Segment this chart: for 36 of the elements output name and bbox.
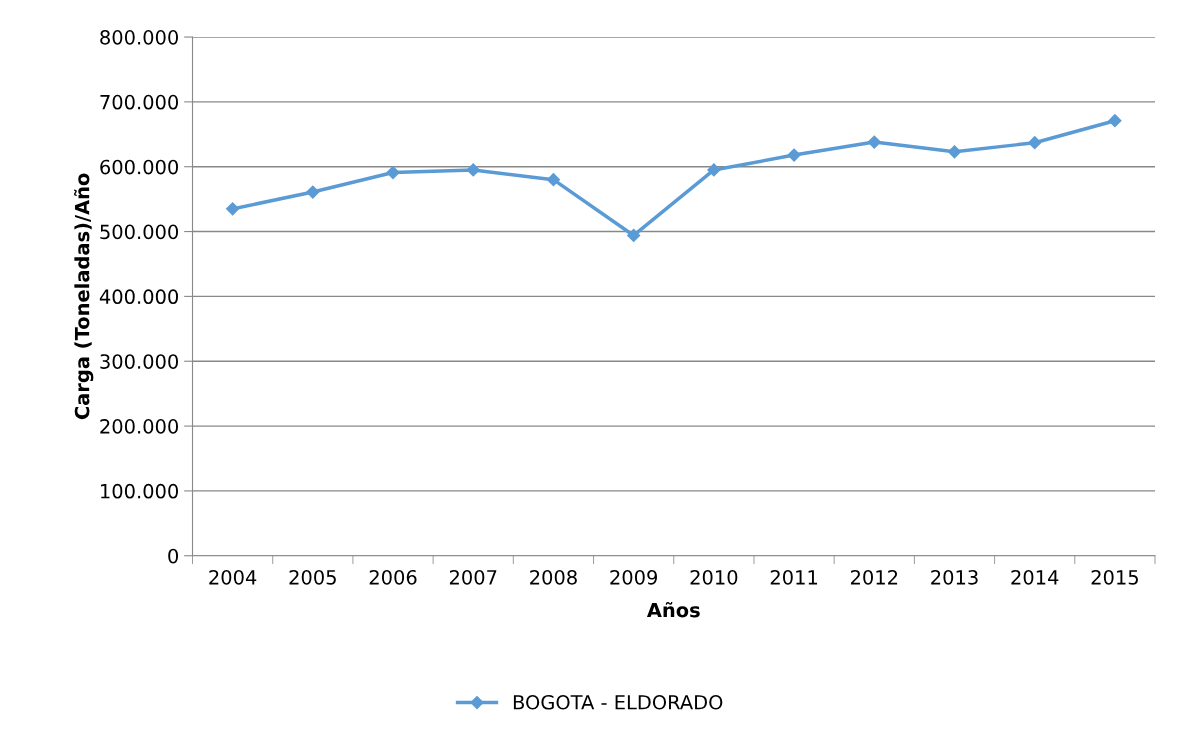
- x-axis-title: Años: [646, 602, 700, 618]
- y-tick-label: 0: [168, 548, 179, 564]
- x-tick-label: 2004: [209, 569, 257, 585]
- point: [947, 145, 962, 159]
- point: [867, 135, 881, 149]
- y-tick-label: 400.000: [99, 289, 179, 305]
- x-tick-label: 2006: [369, 569, 417, 585]
- y-tick-label: 800.000: [100, 30, 179, 45]
- x-tick-label: 2012: [850, 569, 898, 585]
- point: [386, 165, 400, 180]
- legend-label: BOGOTA - ELDORADO: [513, 694, 723, 710]
- y-tick-label: 600.000: [100, 159, 179, 175]
- x-tick-label: 2010: [690, 569, 738, 585]
- y-tick-label: 200.000: [100, 419, 179, 434]
- x-tick-label: 2011: [770, 569, 818, 585]
- point: [1028, 136, 1042, 150]
- point: [707, 163, 721, 177]
- point: [787, 148, 801, 162]
- y-axis-title: Carga (Toneladas)/Año: [74, 173, 94, 420]
- y-tick-label: 300.000: [100, 354, 179, 369]
- point: [1108, 114, 1122, 128]
- x-tick-label: 2007: [449, 569, 497, 585]
- point: [306, 185, 320, 199]
- x-tick-label: 2014: [1011, 569, 1059, 585]
- x-tick-label: 2015: [1091, 569, 1138, 585]
- point: [627, 228, 641, 243]
- x-tick-label: 2008: [530, 569, 577, 585]
- point: [546, 173, 561, 187]
- x-tick-label: 2009: [610, 569, 658, 585]
- y-tick-label: 100.000: [101, 483, 179, 499]
- y-tick-label: 700.000: [100, 94, 179, 110]
- x-tick-label: 2013: [931, 569, 978, 585]
- point: [226, 202, 240, 216]
- x-tick-label: 2005: [289, 569, 336, 585]
- point: [466, 163, 480, 177]
- y-tick-label: 500.000: [100, 224, 179, 240]
